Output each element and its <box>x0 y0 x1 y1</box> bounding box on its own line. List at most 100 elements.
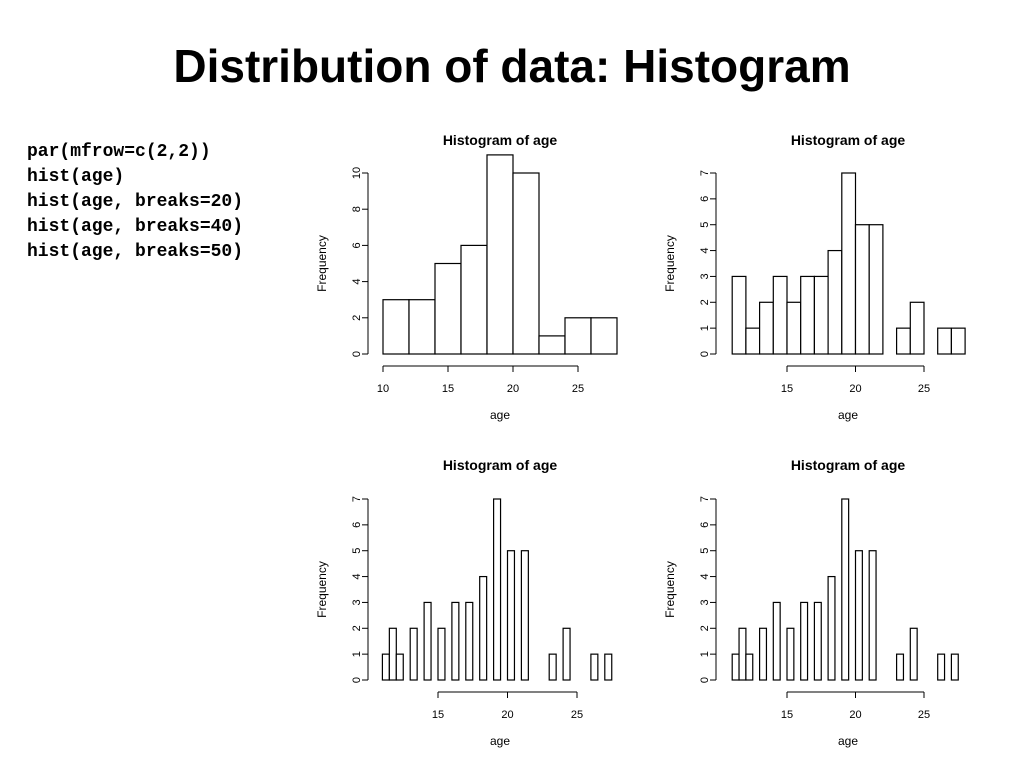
x-tick-label: 25 <box>918 383 930 395</box>
chart-title: Histogram of age <box>443 457 558 473</box>
y-tick-label: 3 <box>699 273 711 279</box>
histogram-bar <box>758 301 774 355</box>
histogram-panel: Histogram of age 0 1 2 3 4 5 6 7 Frequency 15 20 25 a… <box>315 457 613 748</box>
code-line: hist(age, breaks=50) <box>27 242 244 262</box>
y-axis-label: Frequency <box>663 235 677 292</box>
y-tick-label: 6 <box>351 522 363 528</box>
histogram-bar <box>800 601 809 681</box>
histogram-bar <box>465 601 474 681</box>
histogram-bar <box>506 550 516 681</box>
histogram-bar <box>604 653 613 681</box>
histogram-panel: Histogram of age 0 1 2 3 4 5 6 7 Frequency 15 20 25 a… <box>663 457 959 748</box>
y-tick-label: 5 <box>699 222 711 228</box>
histogram-bar <box>950 327 966 355</box>
histogram-bar <box>841 172 857 355</box>
y-tick-label: 10 <box>351 167 363 179</box>
y-tick-label: 1 <box>699 651 711 657</box>
x-axis-label: age <box>490 408 510 422</box>
x-axis-label: age <box>490 734 510 748</box>
x-tick-label: 10 <box>377 383 389 395</box>
histogram-bar <box>590 653 599 681</box>
code-line: hist(age, breaks=20) <box>27 192 244 212</box>
y-tick-label: 4 <box>699 574 711 580</box>
histogram-bar <box>745 327 761 355</box>
histogram-bar <box>895 327 911 355</box>
y-axis-label: Frequency <box>315 235 329 292</box>
histogram-bar <box>950 653 959 681</box>
x-tick-label: 25 <box>571 709 583 721</box>
y-tick-label: 0 <box>699 351 711 357</box>
x-tick-label: 25 <box>572 383 584 395</box>
y-tick-label: 0 <box>351 677 363 683</box>
y-tick-label: 2 <box>351 625 363 631</box>
histogram-bar <box>538 335 566 355</box>
y-tick-label: 2 <box>351 315 363 321</box>
histogram-bar <box>827 575 836 681</box>
histogram-bar <box>868 550 877 681</box>
histogram-bar <box>395 653 404 681</box>
histogram-bar <box>786 627 795 681</box>
histogram-panel: Histogram of age 0 2 4 6 8 10 Frequency 10 15 20 25… <box>315 132 618 422</box>
code-line: hist(age) <box>27 167 125 187</box>
histogram-bar <box>423 601 432 681</box>
x-tick-label: 15 <box>781 709 793 721</box>
histogram-bar <box>758 627 768 681</box>
histogram-bar <box>745 653 754 681</box>
y-tick-label: 5 <box>699 548 711 554</box>
y-tick-label: 5 <box>351 548 363 554</box>
chart-title: Histogram of age <box>791 132 906 148</box>
histogram-bar <box>564 317 592 355</box>
x-axis-label: age <box>838 734 858 748</box>
histogram-bar <box>854 224 870 355</box>
x-tick-label: 15 <box>432 709 444 721</box>
histogram-bar <box>409 627 418 681</box>
y-tick-label: 4 <box>351 574 363 580</box>
x-axis-label: age <box>838 408 858 422</box>
y-tick-label: 4 <box>351 279 363 285</box>
histogram-bar <box>520 550 529 681</box>
y-tick-label: 8 <box>351 206 363 212</box>
histogram-bar <box>460 244 488 355</box>
histogram-bar <box>813 601 822 681</box>
histogram-bar <box>451 601 460 681</box>
histogram-bar <box>731 275 747 355</box>
y-tick-label: 7 <box>699 496 711 502</box>
y-tick-label: 3 <box>699 599 711 605</box>
histogram-bar <box>772 275 788 355</box>
histogram-bar <box>731 653 740 681</box>
histogram-bar <box>408 299 436 355</box>
histogram-bar <box>895 653 905 681</box>
histogram-bar <box>479 575 488 681</box>
histogram-bar <box>388 627 397 681</box>
histogram-bar <box>493 498 502 681</box>
y-tick-label: 4 <box>699 248 711 254</box>
slide-title: Distribution of data: Histogram <box>173 40 851 92</box>
x-tick-label: 15 <box>781 383 793 395</box>
x-tick-label: 20 <box>849 383 861 395</box>
histogram-bar <box>937 653 946 681</box>
x-tick-label: 25 <box>918 709 930 721</box>
histogram-bar <box>813 275 829 355</box>
y-tick-label: 2 <box>699 299 711 305</box>
y-tick-label: 6 <box>699 522 711 528</box>
x-tick-label: 20 <box>849 709 861 721</box>
histogram-bar <box>827 249 843 355</box>
y-tick-label: 6 <box>351 242 363 248</box>
y-tick-label: 3 <box>351 599 363 605</box>
histogram-bar <box>382 299 410 355</box>
histogram-bar <box>854 550 863 681</box>
histogram-bar <box>909 627 918 681</box>
code-line: hist(age, breaks=40) <box>27 217 244 237</box>
histogram-bar <box>909 301 925 355</box>
y-tick-label: 1 <box>699 325 711 331</box>
y-axis-label: Frequency <box>315 561 329 618</box>
chart-title: Histogram of age <box>791 457 906 473</box>
y-tick-label: 0 <box>699 677 711 683</box>
histogram-bar <box>437 627 446 681</box>
histogram-bar <box>841 498 850 681</box>
histogram-bar <box>434 262 462 355</box>
histogram-bar <box>381 653 390 681</box>
histogram-bar <box>800 275 816 355</box>
histogram-panel: Histogram of age 0 1 2 3 4 5 6 7 Frequency 15 20 25 a… <box>663 132 966 422</box>
